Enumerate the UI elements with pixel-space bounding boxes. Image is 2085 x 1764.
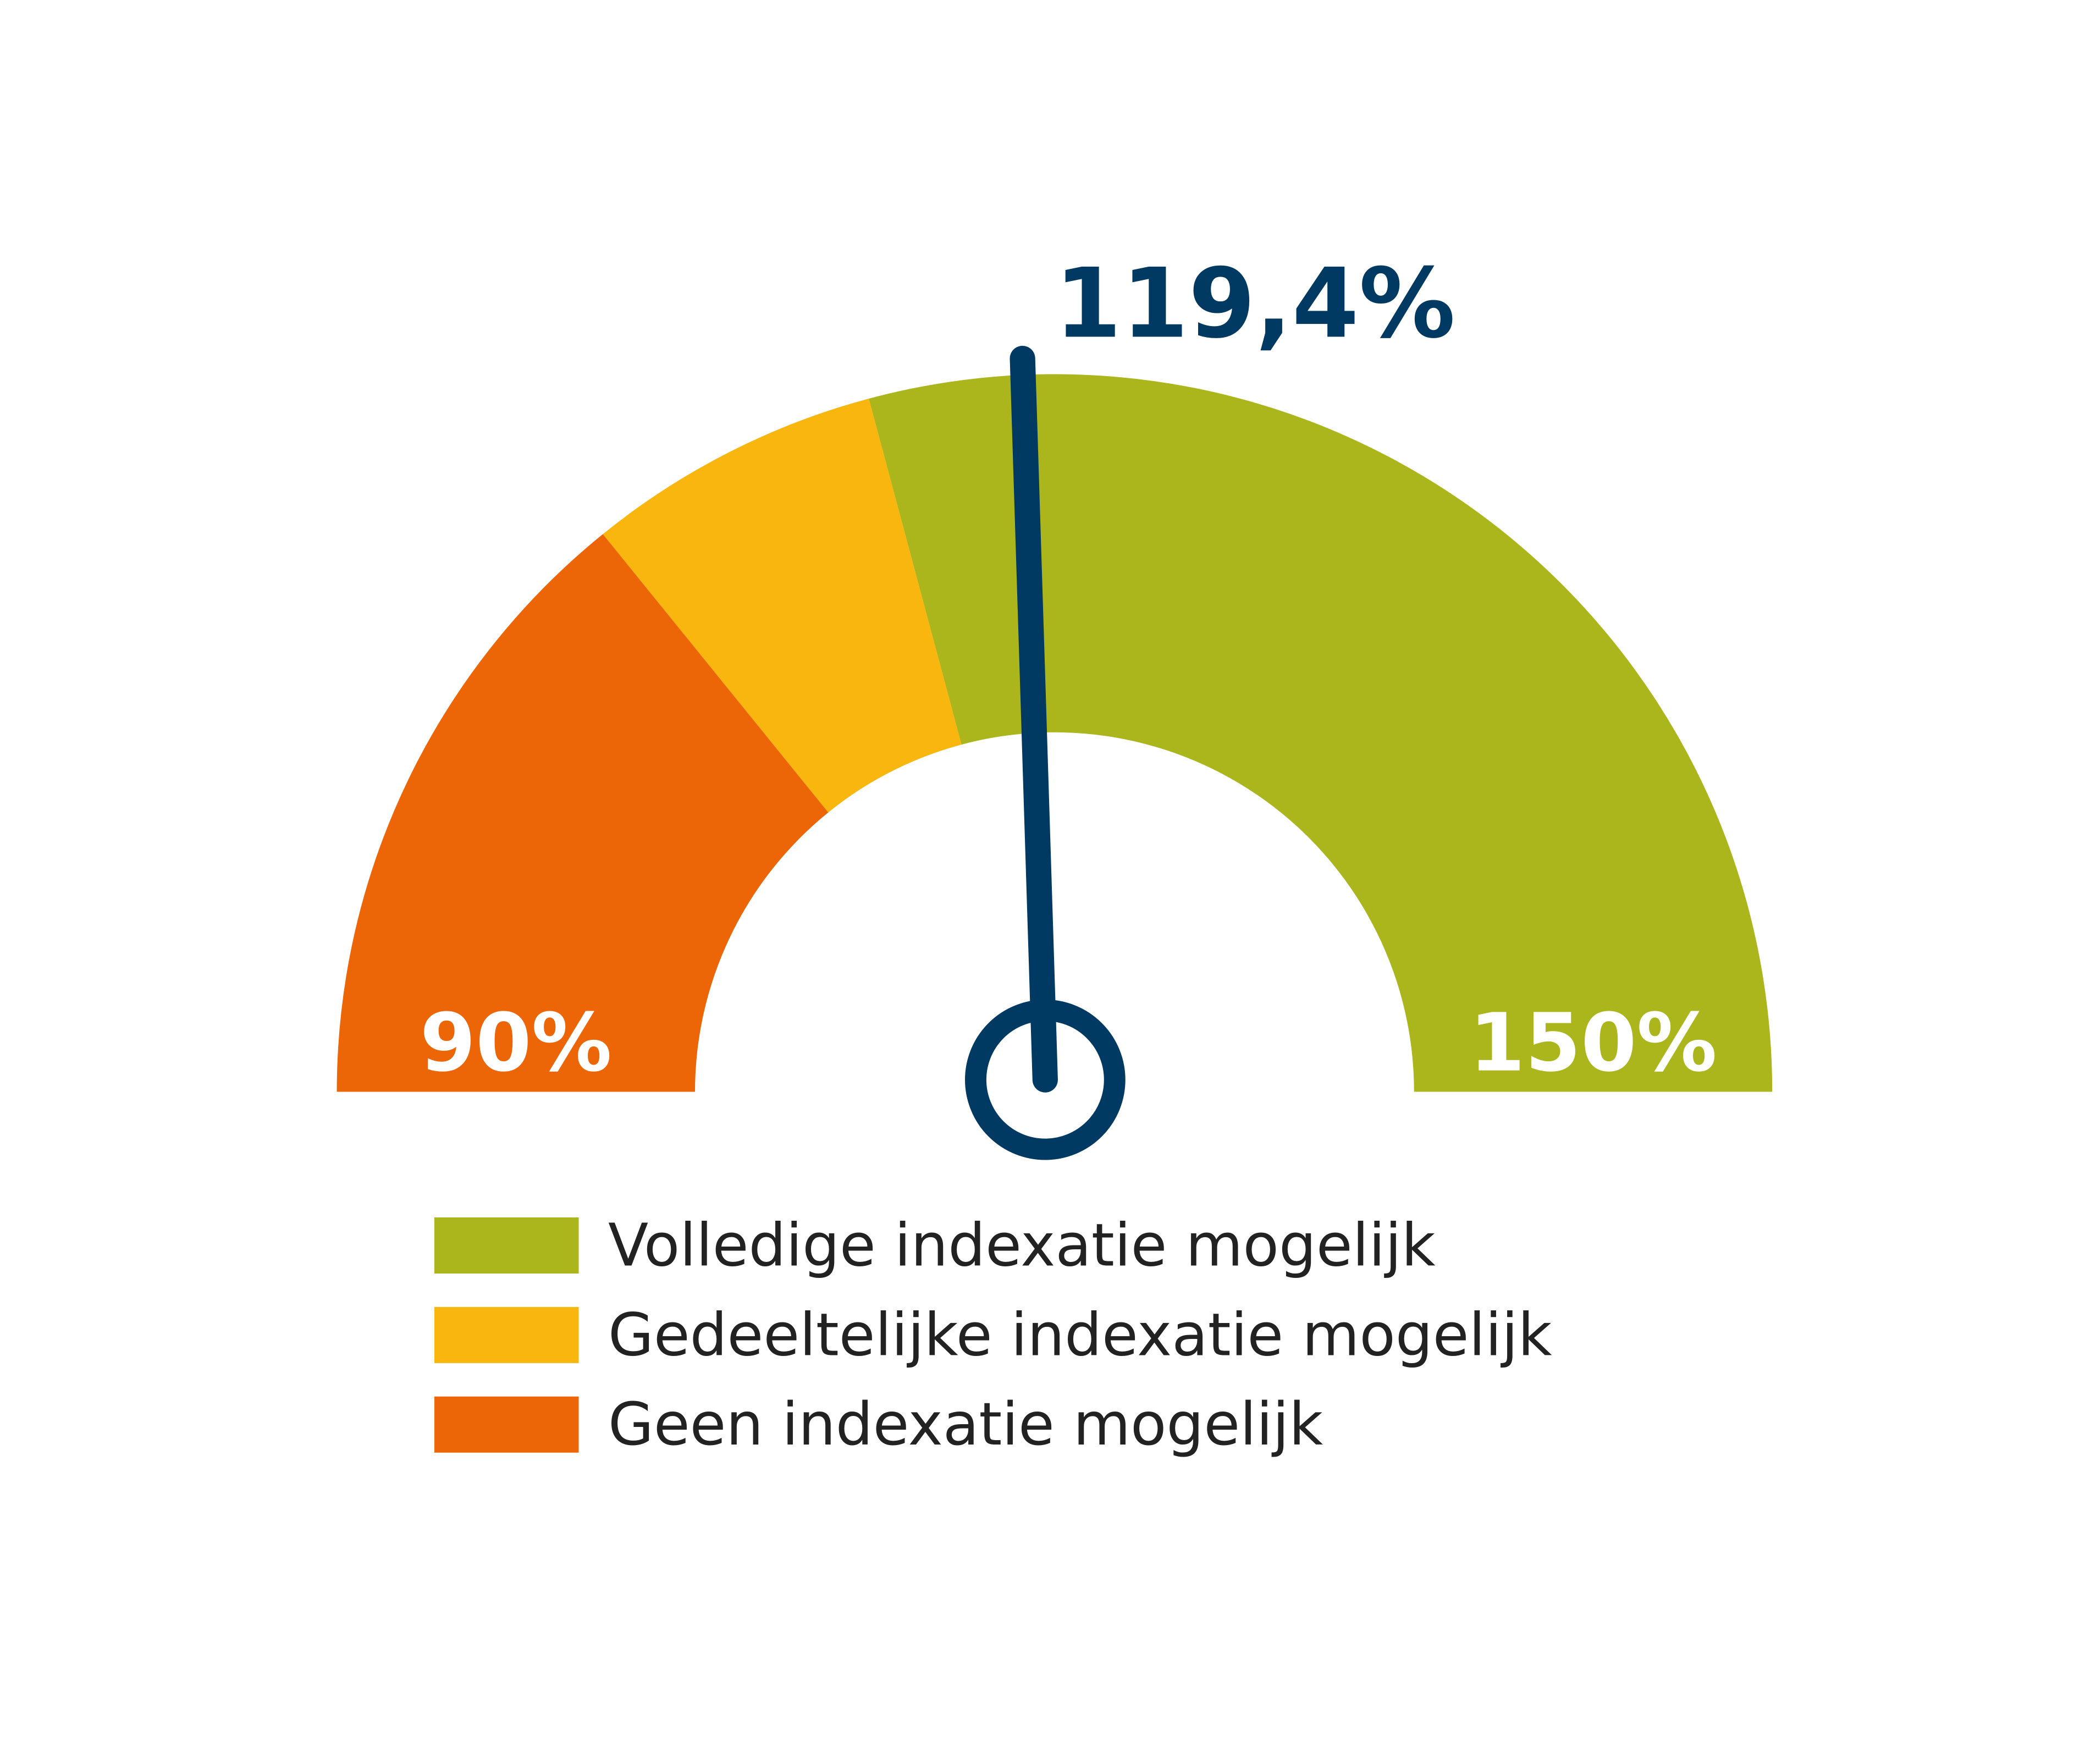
gauge-band <box>869 374 1773 1092</box>
gauge-band <box>603 398 962 813</box>
needle <box>1010 345 1058 1093</box>
legend-swatch <box>434 1307 579 1363</box>
value-label: 119,4% <box>1055 248 1455 360</box>
tick-label: 90% <box>420 997 612 1090</box>
legend-label: Volledige indexatie mogelijk <box>608 1212 1436 1280</box>
gauge-band <box>337 534 829 1092</box>
legend-swatch <box>434 1396 579 1453</box>
legend-label: Gedeeltelijke indexatie mogelijk <box>608 1301 1552 1369</box>
tick-label: 150% <box>1469 997 1717 1090</box>
legend-label: Geen indexatie mogelijk <box>608 1391 1323 1459</box>
needle-hub <box>965 999 1126 1160</box>
legend-swatch <box>434 1217 579 1274</box>
